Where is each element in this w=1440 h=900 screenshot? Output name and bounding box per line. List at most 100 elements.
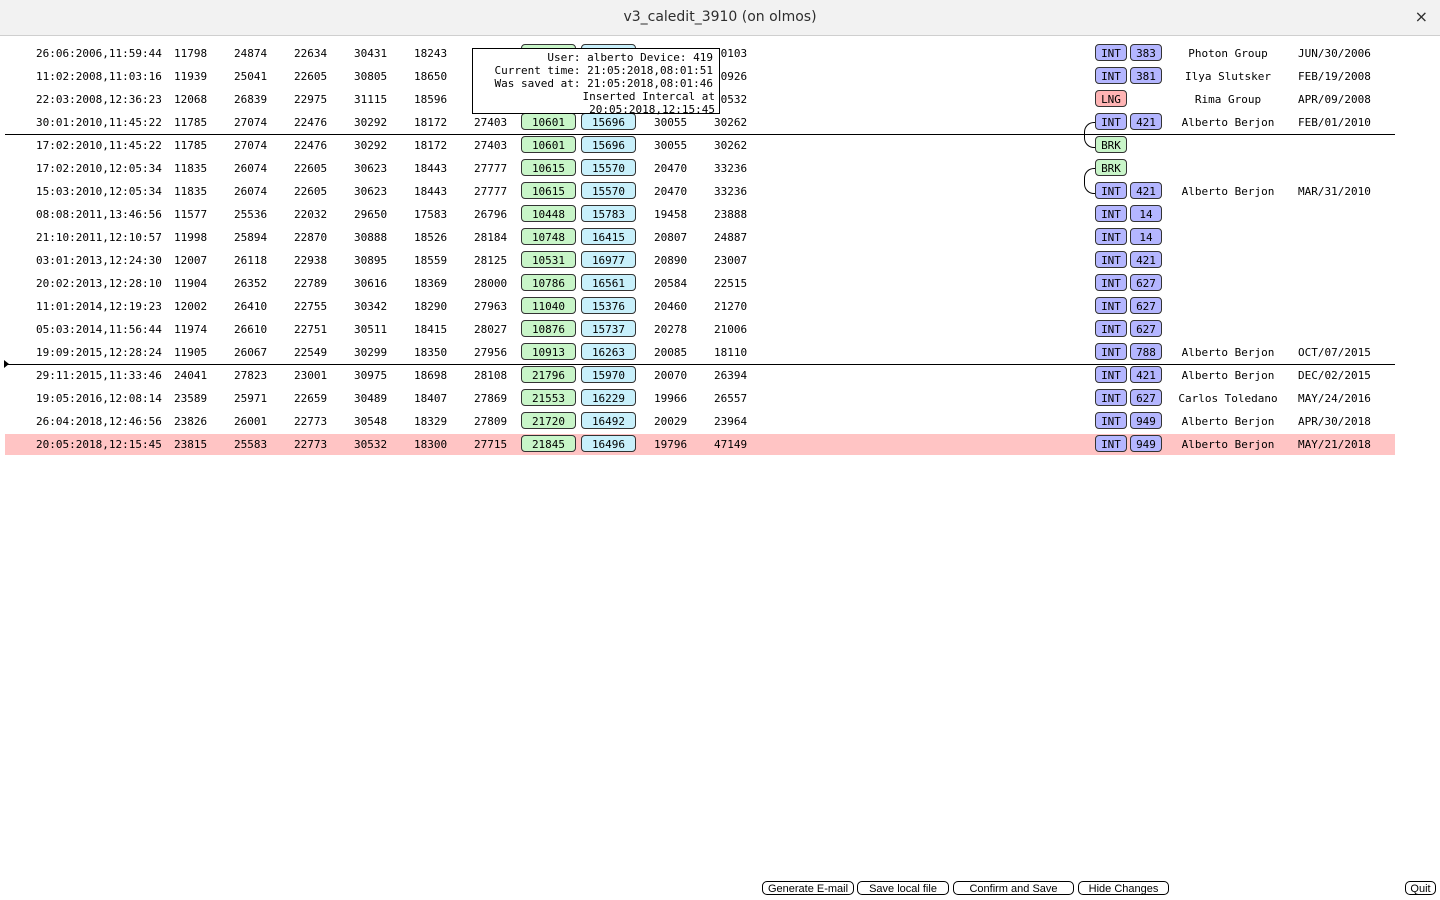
- hide-changes-button[interactable]: Hide Changes: [1078, 881, 1169, 895]
- row-value: 30262: [714, 139, 748, 152]
- row-type-badge[interactable]: INT: [1095, 205, 1127, 222]
- row-value: 18243: [414, 47, 448, 60]
- editable-value-blue[interactable]: 15970: [581, 366, 636, 383]
- editable-value-green[interactable]: 10531: [521, 251, 576, 268]
- row-device-badge[interactable]: 949: [1130, 412, 1162, 429]
- table-row[interactable]: 15:03:2010,12:05:34 11835 26074 22605 30623 1…: [0, 180, 1440, 203]
- row-value: 28125: [474, 254, 508, 267]
- row-value: 20890: [654, 254, 688, 267]
- table-row[interactable]: 19:05:2016,12:08:14 23589 25971 22659 30489 1…: [0, 387, 1440, 410]
- row-type-badge[interactable]: INT: [1095, 251, 1127, 268]
- row-device-badge[interactable]: 627: [1130, 320, 1162, 337]
- editable-value-green[interactable]: 21845: [521, 435, 576, 452]
- row-value: 23589: [174, 392, 208, 405]
- row-value: 30262: [714, 116, 748, 129]
- table-row[interactable]: 20:02:2013,12:28:10 11904 26352 22789 30616 1…: [0, 272, 1440, 295]
- save-local-file-button[interactable]: Save local file: [857, 881, 949, 895]
- row-type-badge[interactable]: INT: [1095, 274, 1127, 291]
- table-row[interactable]: 11:01:2014,12:19:23 12002 26410 22755 30342 1…: [0, 295, 1440, 318]
- editable-value-blue[interactable]: 15737: [581, 320, 636, 337]
- editable-value-blue[interactable]: 16263: [581, 343, 636, 360]
- table-row[interactable]: 30:01:2010,11:45:22 11785 27074 22476 30292 1…: [0, 111, 1440, 134]
- row-device-badge[interactable]: 383: [1130, 44, 1162, 61]
- row-device-badge[interactable]: 14: [1130, 205, 1162, 222]
- row-type-badge[interactable]: INT: [1095, 389, 1127, 406]
- table-row[interactable]: 26:04:2018,12:46:56 23826 26001 22773 30548 1…: [0, 410, 1440, 433]
- row-type-badge[interactable]: BRK: [1095, 159, 1127, 176]
- row-type-badge[interactable]: INT: [1095, 228, 1127, 245]
- editable-value-green[interactable]: 21553: [521, 389, 576, 406]
- editable-value-blue[interactable]: 16496: [581, 435, 636, 452]
- quit-button[interactable]: Quit: [1405, 881, 1436, 895]
- row-device-badge[interactable]: 421: [1130, 366, 1162, 383]
- row-type-badge[interactable]: INT: [1095, 113, 1127, 130]
- table-row[interactable]: 17:02:2010,11:45:22 11785 27074 22476 30292 1…: [0, 134, 1440, 157]
- table-row[interactable]: 17:02:2010,12:05:34 11835 26074 22605 30623 1…: [0, 157, 1440, 180]
- editable-value-blue[interactable]: 16561: [581, 274, 636, 291]
- row-device-badge[interactable]: 381: [1130, 67, 1162, 84]
- editable-value-green[interactable]: 10601: [521, 136, 576, 153]
- row-value: 27403: [474, 139, 508, 152]
- editable-value-blue[interactable]: 15570: [581, 182, 636, 199]
- row-device-badge[interactable]: 14: [1130, 228, 1162, 245]
- editable-value-green[interactable]: 10913: [521, 343, 576, 360]
- editable-value-green[interactable]: 10786: [521, 274, 576, 291]
- row-type-badge[interactable]: INT: [1095, 297, 1127, 314]
- row-device-badge[interactable]: 627: [1130, 389, 1162, 406]
- editable-value-green[interactable]: 10615: [521, 182, 576, 199]
- generate-email-button[interactable]: Generate E-mail: [762, 881, 854, 895]
- editable-value-green[interactable]: 10876: [521, 320, 576, 337]
- row-value: 30548: [354, 415, 388, 428]
- row-device-badge[interactable]: 627: [1130, 274, 1162, 291]
- row-type-badge[interactable]: INT: [1095, 67, 1127, 84]
- row-type-badge[interactable]: INT: [1095, 435, 1127, 452]
- row-type-badge[interactable]: INT: [1095, 343, 1127, 360]
- table-row[interactable]: 05:03:2014,11:56:44 11974 26610 22751 30511 1…: [0, 318, 1440, 341]
- row-value: 33236: [714, 162, 748, 175]
- editable-value-blue[interactable]: 16229: [581, 389, 636, 406]
- row-device-badge[interactable]: 949: [1130, 435, 1162, 452]
- editable-value-blue[interactable]: 16415: [581, 228, 636, 245]
- row-type-badge[interactable]: LNG: [1095, 90, 1127, 107]
- row-value: 30616: [354, 277, 388, 290]
- row-type-badge[interactable]: BRK: [1095, 136, 1127, 153]
- row-value: 11904: [174, 277, 208, 290]
- row-type-badge[interactable]: INT: [1095, 182, 1127, 199]
- row-device-badge[interactable]: 627: [1130, 297, 1162, 314]
- editable-value-blue[interactable]: 15783: [581, 205, 636, 222]
- editable-value-green[interactable]: 11040: [521, 297, 576, 314]
- table-row[interactable]: 22:03:2008,12:36:23 12068 26839 22975 31115 1…: [0, 88, 1440, 111]
- row-device-badge[interactable]: 421: [1130, 251, 1162, 268]
- editable-value-blue[interactable]: 16492: [581, 412, 636, 429]
- table-row[interactable]: 29:11:2015,11:33:46 24041 27823 23001 30975 1…: [0, 364, 1440, 387]
- close-icon[interactable]: ×: [1414, 7, 1428, 26]
- editable-value-blue[interactable]: 15570: [581, 159, 636, 176]
- editable-value-green[interactable]: 21796: [521, 366, 576, 383]
- row-device-badge[interactable]: 788: [1130, 343, 1162, 360]
- editable-value-green[interactable]: 10615: [521, 159, 576, 176]
- row-type-badge[interactable]: INT: [1095, 412, 1127, 429]
- confirm-save-button[interactable]: Confirm and Save: [953, 881, 1074, 895]
- row-type-badge[interactable]: INT: [1095, 44, 1127, 61]
- table-row[interactable]: 26:06:2006,11:59:44 11798 24874 22634 30431 1…: [0, 42, 1440, 65]
- editable-value-blue[interactable]: 15376: [581, 297, 636, 314]
- row-type-badge[interactable]: INT: [1095, 320, 1127, 337]
- editable-value-green[interactable]: 21720: [521, 412, 576, 429]
- table-row[interactable]: 11:02:2008,11:03:16 11939 25041 22605 30805 1…: [0, 65, 1440, 88]
- table-row[interactable]: 20:05:2018,12:15:45 23815 25583 22773 30532 1…: [0, 433, 1440, 456]
- editable-value-green[interactable]: 10448: [521, 205, 576, 222]
- row-value: 18172: [414, 139, 448, 152]
- row-value: 33236: [714, 185, 748, 198]
- row-value: 18407: [414, 392, 448, 405]
- row-type-badge[interactable]: INT: [1095, 366, 1127, 383]
- table-row[interactable]: 19:09:2015,12:28:24 11905 26067 22549 30299 1…: [0, 341, 1440, 364]
- editable-value-blue[interactable]: 15696: [581, 136, 636, 153]
- editable-value-green[interactable]: 10748: [521, 228, 576, 245]
- row-device-badge[interactable]: 421: [1130, 182, 1162, 199]
- row-device-badge[interactable]: 421: [1130, 113, 1162, 130]
- editable-value-blue[interactable]: 16977: [581, 251, 636, 268]
- table-row[interactable]: 03:01:2013,12:24:30 12007 26118 22938 30895 1…: [0, 249, 1440, 272]
- row-separator: [5, 134, 1395, 135]
- table-row[interactable]: 08:08:2011,13:46:56 11577 25536 22032 29650 1…: [0, 203, 1440, 226]
- table-row[interactable]: 21:10:2011,12:10:57 11998 25894 22870 30888 1…: [0, 226, 1440, 249]
